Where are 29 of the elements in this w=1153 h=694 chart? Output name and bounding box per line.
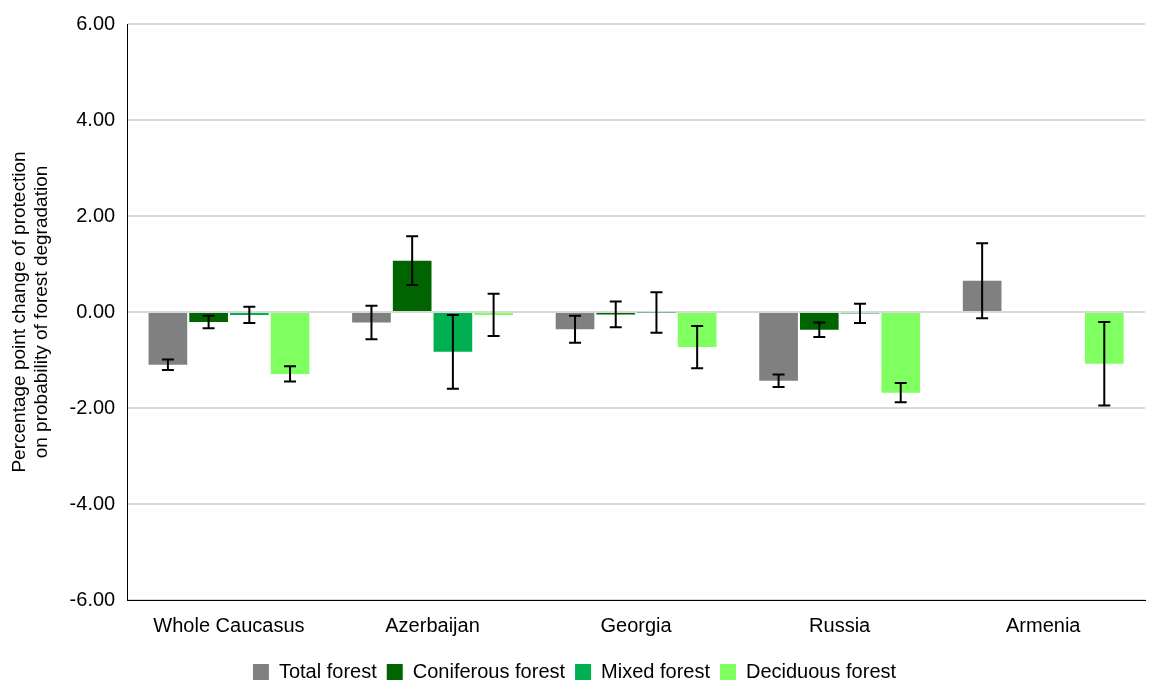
bar xyxy=(677,313,717,348)
bar xyxy=(189,313,228,323)
x-tick-label: Russia xyxy=(809,613,872,636)
bar xyxy=(148,313,188,365)
y-tick-label: 0.00 xyxy=(76,299,116,322)
x-tick-label: Georgia xyxy=(600,613,673,636)
y-axis-title: Percentage point change of protection on probability of forest degradation xyxy=(7,151,52,473)
y-tick-label: -4.00 xyxy=(69,491,116,514)
y-tick-label: -2.00 xyxy=(69,395,116,418)
y-tick-label: -6.00 xyxy=(69,587,116,610)
y-tick-label: 6.00 xyxy=(76,11,116,34)
bar xyxy=(1084,313,1124,364)
bar xyxy=(392,260,432,311)
bar xyxy=(759,313,798,381)
bar xyxy=(799,313,839,330)
y-tick-label: 4.00 xyxy=(76,107,116,130)
legend-label: Total forest xyxy=(278,659,378,682)
x-tick-label: Azerbaijan xyxy=(385,613,480,636)
bar xyxy=(270,313,310,374)
bar xyxy=(962,280,1002,311)
x-tick-label: Armenia xyxy=(1005,613,1082,636)
bar xyxy=(881,313,921,393)
x-tick-label: Whole Caucasus xyxy=(153,613,305,636)
legend-label: Coniferous forest xyxy=(412,659,566,682)
y-tick-label: 2.00 xyxy=(76,203,116,226)
bar xyxy=(433,313,473,352)
bar xyxy=(352,313,391,323)
legend-label: Deciduous forest xyxy=(745,659,897,682)
legend-label: Mixed forest xyxy=(601,659,711,682)
